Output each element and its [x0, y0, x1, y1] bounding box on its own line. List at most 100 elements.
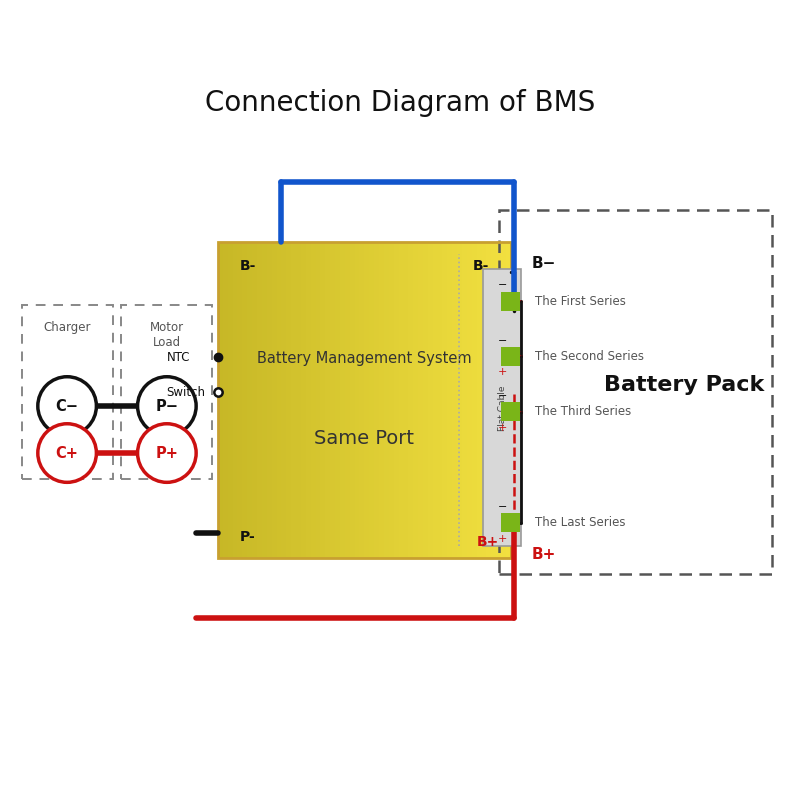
Bar	[301, 242, 306, 558]
Text: Battery Pack: Battery Pack	[604, 374, 764, 394]
Circle shape	[138, 424, 196, 482]
Bar	[315, 242, 322, 558]
Bar	[462, 242, 468, 558]
Bar	[379, 242, 385, 558]
Bar	[433, 242, 438, 558]
Bar	[501, 347, 519, 366]
Bar	[266, 242, 273, 558]
Text: −: −	[498, 502, 507, 512]
Bar	[496, 242, 502, 558]
Bar	[442, 242, 448, 558]
Bar	[291, 242, 297, 558]
Text: B-: B-	[472, 259, 489, 273]
Text: B+: B+	[477, 535, 499, 549]
Bar	[467, 242, 473, 558]
Bar	[486, 242, 492, 558]
Bar	[408, 242, 414, 558]
Circle shape	[38, 377, 96, 435]
Bar	[506, 242, 512, 558]
Bar	[482, 242, 487, 558]
Text: Flat Cable: Flat Cable	[498, 385, 506, 430]
Bar	[296, 242, 302, 558]
Bar	[389, 242, 394, 558]
Bar	[394, 242, 399, 558]
Bar	[228, 242, 234, 558]
Bar	[413, 242, 419, 558]
Bar	[350, 242, 355, 558]
Bar	[330, 242, 336, 558]
Bar	[252, 242, 258, 558]
Text: Same Port: Same Port	[314, 429, 414, 447]
Bar	[384, 242, 390, 558]
Text: The First Series: The First Series	[535, 294, 626, 307]
Bar	[452, 242, 458, 558]
Bar	[247, 242, 253, 558]
Text: B−: B−	[531, 255, 556, 270]
Bar	[438, 242, 443, 558]
Bar	[22, 305, 113, 479]
Bar	[340, 242, 346, 558]
Bar	[222, 242, 229, 558]
Bar	[326, 242, 331, 558]
Bar	[262, 242, 267, 558]
Text: B+: B+	[531, 547, 556, 562]
Bar	[370, 242, 375, 558]
Text: Battery Management System: Battery Management System	[257, 351, 472, 366]
Text: Connection Diagram of BMS: Connection Diagram of BMS	[205, 89, 595, 117]
Bar	[477, 242, 482, 558]
Text: Switch: Switch	[166, 386, 206, 398]
Bar	[233, 242, 238, 558]
Text: Motor
Load: Motor Load	[150, 321, 184, 349]
Circle shape	[138, 377, 196, 435]
Bar	[491, 242, 497, 558]
Bar	[218, 242, 511, 558]
Bar	[403, 242, 409, 558]
Bar	[286, 242, 292, 558]
Text: NTC: NTC	[166, 350, 190, 364]
Bar	[457, 242, 463, 558]
Bar	[242, 242, 248, 558]
Bar	[359, 242, 365, 558]
Bar	[335, 242, 341, 558]
Bar	[423, 242, 429, 558]
Text: P-: P-	[240, 530, 256, 544]
Text: +: +	[498, 367, 507, 378]
Text: −: −	[498, 336, 507, 346]
Bar	[499, 210, 772, 574]
Bar	[321, 242, 326, 558]
Bar	[257, 242, 262, 558]
Bar	[501, 402, 519, 422]
Text: Charger: Charger	[43, 321, 91, 334]
Bar	[310, 242, 316, 558]
Bar	[238, 242, 243, 558]
Bar	[345, 242, 350, 558]
Bar	[398, 242, 404, 558]
Bar	[447, 242, 453, 558]
Bar	[501, 514, 519, 532]
Bar	[483, 270, 521, 546]
Text: B-: B-	[240, 259, 257, 273]
Bar	[218, 242, 223, 558]
Bar	[501, 242, 506, 558]
Text: −: −	[498, 391, 507, 401]
Text: The Third Series: The Third Series	[535, 406, 632, 418]
Circle shape	[38, 424, 96, 482]
Text: +: +	[498, 422, 507, 433]
Bar	[272, 242, 278, 558]
Bar	[122, 305, 212, 479]
Text: +: +	[498, 534, 507, 543]
Bar	[428, 242, 434, 558]
Bar	[472, 242, 478, 558]
Bar	[282, 242, 287, 558]
Text: C+: C+	[56, 446, 78, 461]
Bar	[364, 242, 370, 558]
Bar	[277, 242, 282, 558]
Text: −: −	[498, 280, 507, 290]
Bar	[374, 242, 380, 558]
Bar	[354, 242, 360, 558]
Bar	[306, 242, 311, 558]
Text: The Last Series: The Last Series	[535, 516, 626, 530]
Bar	[418, 242, 424, 558]
Text: The Second Series: The Second Series	[535, 350, 644, 363]
Bar	[501, 291, 519, 310]
